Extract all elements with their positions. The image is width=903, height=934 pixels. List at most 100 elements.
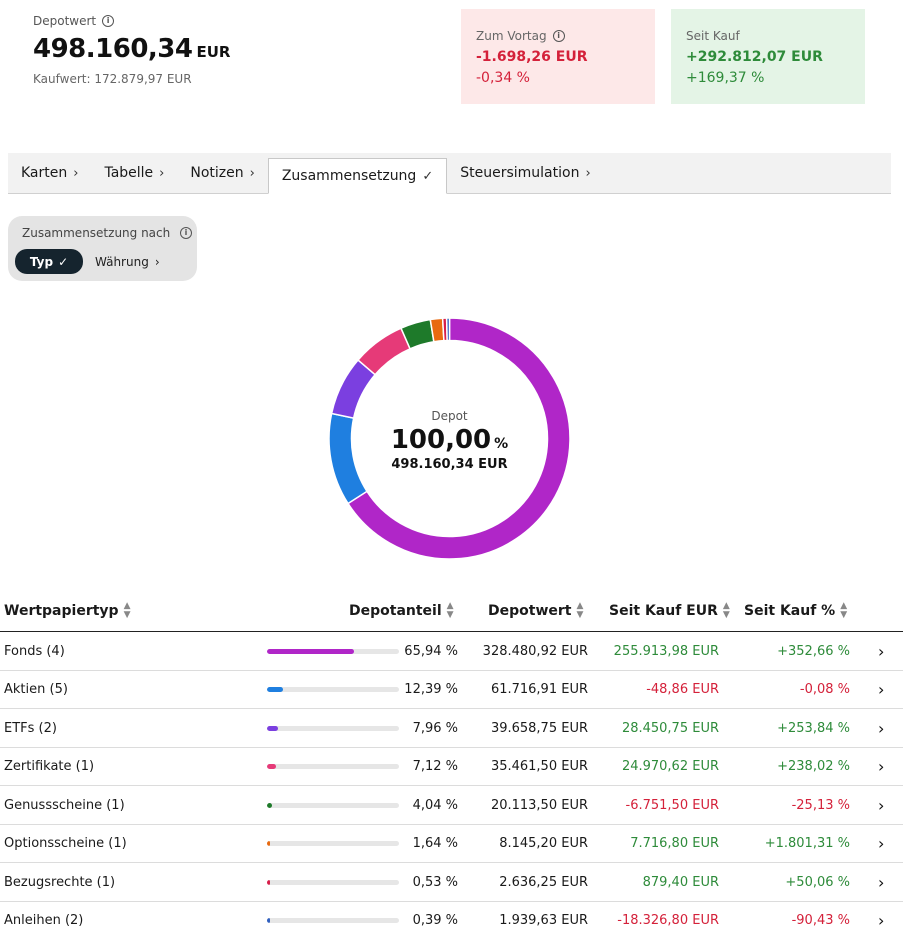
row-value: 35.461,50 EUR <box>490 759 588 774</box>
header-label: Depotanteil <box>349 603 442 619</box>
kpi-zum-vortag-title: Zum Vortag <box>476 29 547 43</box>
header-wertpapiertyp[interactable]: Wertpapiertyp ▲ ▼ <box>4 590 131 632</box>
depot-value: 498.160,34 EUR <box>33 34 230 64</box>
depot-label: Depotwert <box>33 14 97 28</box>
chevron-right-icon[interactable]: › <box>878 680 885 699</box>
option-waehrung-label: Währung <box>95 254 149 269</box>
chevron-right-icon[interactable]: › <box>878 795 885 815</box>
check-icon: ✓ <box>58 254 69 269</box>
tab-zusammensetzung[interactable]: Zusammensetzung ✓ <box>267 158 448 194</box>
header-depotanteil[interactable]: Depotanteil ▲ ▼ <box>349 590 454 632</box>
donut-eur: 498.160,34 EUR <box>391 457 508 472</box>
bar-track <box>267 879 399 885</box>
tab-steuersimulation[interactable]: Steuersimulation › <box>447 153 603 193</box>
tab-notizen[interactable]: Notizen › <box>177 153 267 193</box>
row-seit-kauf-eur: -6.751,50 EUR <box>625 797 719 813</box>
row-share-pct: 7,96 % <box>412 720 458 736</box>
option-typ[interactable]: Typ ✓ <box>15 249 83 274</box>
row-share-bar <box>267 632 399 670</box>
bar-fill <box>267 687 283 692</box>
info-icon[interactable]: i <box>180 227 192 239</box>
row-name: ETFs (2) <box>4 720 57 736</box>
chevron-right-icon[interactable]: › <box>878 834 885 853</box>
bar-track <box>267 802 399 808</box>
depot-value-number: 498.160,34 <box>33 34 193 64</box>
option-waehrung[interactable]: Währung › <box>95 249 160 274</box>
row-name: Zertifikate (1) <box>4 759 95 774</box>
depot-value-currency: EUR <box>196 43 231 61</box>
row-value: 20.113,50 EUR <box>490 797 588 813</box>
row-seit-kauf-eur: 28.450,75 EUR <box>621 720 719 736</box>
header-depotwert[interactable]: Depotwert ▲ ▼ <box>488 590 583 632</box>
tab-karten[interactable]: Karten › <box>8 153 91 193</box>
row-seit-kauf-eur: 7.716,80 EUR <box>630 836 719 851</box>
row-value: 61.716,91 EUR <box>490 682 588 697</box>
table-row[interactable]: Aktien (5) 12,39 % 61.716,91 EUR -48,86 EUR… <box>0 671 903 709</box>
row-share-bar <box>267 671 399 709</box>
row-value: 2.636,25 EUR <box>499 874 588 890</box>
kpi-seit-kauf-pct: +169,37 % <box>686 70 765 86</box>
bar-fill <box>267 764 276 769</box>
header-seit-kauf-pct[interactable]: Seit Kauf % ▲ ▼ <box>744 590 847 632</box>
chevron-right-icon[interactable]: › <box>878 718 885 738</box>
donut-center: Depot 100,00 % 498.160,34 EUR <box>329 318 570 559</box>
tab-label: Zusammensetzung <box>281 168 417 184</box>
header-seit-kauf-eur[interactable]: Seit Kauf EUR ▲ ▼ <box>609 590 730 632</box>
row-seit-kauf-pct: +352,66 % <box>777 643 850 659</box>
table-row[interactable]: Zertifikate (1) 7,12 % 35.461,50 EUR 24.970… <box>0 748 903 786</box>
table-row[interactable]: Optionsscheine (1) 1,64 % 8.145,20 EUR 7.71… <box>0 825 903 863</box>
table-row[interactable]: Genussscheine (1) 4,04 % 20.113,50 EUR -6.7… <box>0 786 903 825</box>
row-name: Bezugsrechte (1) <box>4 874 116 890</box>
tab-tabelle[interactable]: Tabelle › <box>91 153 177 193</box>
chevron-right-icon: › <box>73 165 79 181</box>
sort-icon: ▲ ▼ <box>722 601 730 620</box>
row-seit-kauf-eur: -18.326,80 EUR <box>617 913 719 928</box>
bar-fill <box>267 841 270 846</box>
chevron-right-icon[interactable]: › <box>878 911 885 930</box>
chevron-right-icon[interactable]: › <box>878 757 885 776</box>
row-value: 39.658,75 EUR <box>490 720 588 736</box>
row-seit-kauf-pct: +253,84 % <box>777 720 850 736</box>
row-name: Aktien (5) <box>4 682 68 697</box>
table-row[interactable]: ETFs (2) 7,96 % 39.658,75 EUR 28.450,75 EUR… <box>0 709 903 748</box>
kpi-zum-vortag-eur: -1.698,26 EUR <box>476 49 588 65</box>
row-share-bar <box>267 825 399 863</box>
table-row[interactable]: Bezugsrechte (1) 0,53 % 2.636,25 EUR 879,40… <box>0 863 903 902</box>
row-share-pct: 1,64 % <box>412 836 458 851</box>
donut-segment-0[interactable] <box>346 317 571 560</box>
kpi-seit-kauf-eur: +292.812,07 EUR <box>686 49 823 65</box>
chevron-right-icon[interactable]: › <box>878 641 885 661</box>
chevron-right-icon: › <box>585 165 591 181</box>
chevron-right-icon[interactable]: › <box>878 872 885 892</box>
row-share-pct: 0,53 % <box>412 874 458 890</box>
depot-label-wrap: Depotwert i <box>33 14 115 28</box>
row-name: Anleihen (2) <box>4 913 84 928</box>
row-seit-kauf-pct: +1.801,31 % <box>764 836 850 851</box>
check-icon: ✓ <box>422 168 434 184</box>
row-share-bar <box>267 709 399 747</box>
bar-track <box>267 841 399 846</box>
row-share-pct: 4,04 % <box>412 797 458 813</box>
option-typ-label: Typ <box>29 254 54 269</box>
row-share-bar <box>267 748 399 786</box>
donut-pct-unit: % <box>494 436 509 452</box>
row-seit-kauf-pct: +50,06 % <box>785 874 850 890</box>
row-share-pct: 65,94 % <box>404 643 458 659</box>
info-icon[interactable]: i <box>102 15 115 27</box>
table-row[interactable]: Anleihen (2) 0,39 % 1.939,63 EUR -18.326,80… <box>0 902 903 934</box>
donut-segment-7[interactable] <box>445 317 451 342</box>
row-share-bar <box>267 863 399 901</box>
bar-fill <box>267 725 278 731</box>
chevron-right-icon: › <box>249 165 255 181</box>
donut-pct: 100,00 % <box>391 425 508 455</box>
tab-label: Steuersimulation <box>460 165 580 181</box>
table-row[interactable]: Fonds (4) 65,94 % 328.480,92 EUR 255.913,98… <box>0 632 903 671</box>
donut-pct-value: 100,00 <box>390 425 492 455</box>
row-seit-kauf-pct: +238,02 % <box>777 759 850 774</box>
info-icon[interactable]: i <box>552 30 565 42</box>
row-name: Optionsscheine (1) <box>4 836 127 851</box>
composition-title-wrap: Zusammensetzung nach i <box>22 226 192 240</box>
table-body: Fonds (4) 65,94 % 328.480,92 EUR 255.913,98… <box>0 632 903 934</box>
kaufwert: Kaufwert: 172.879,97 EUR <box>33 72 192 86</box>
kpi-zum-vortag-pct: -0,34 % <box>476 70 530 86</box>
